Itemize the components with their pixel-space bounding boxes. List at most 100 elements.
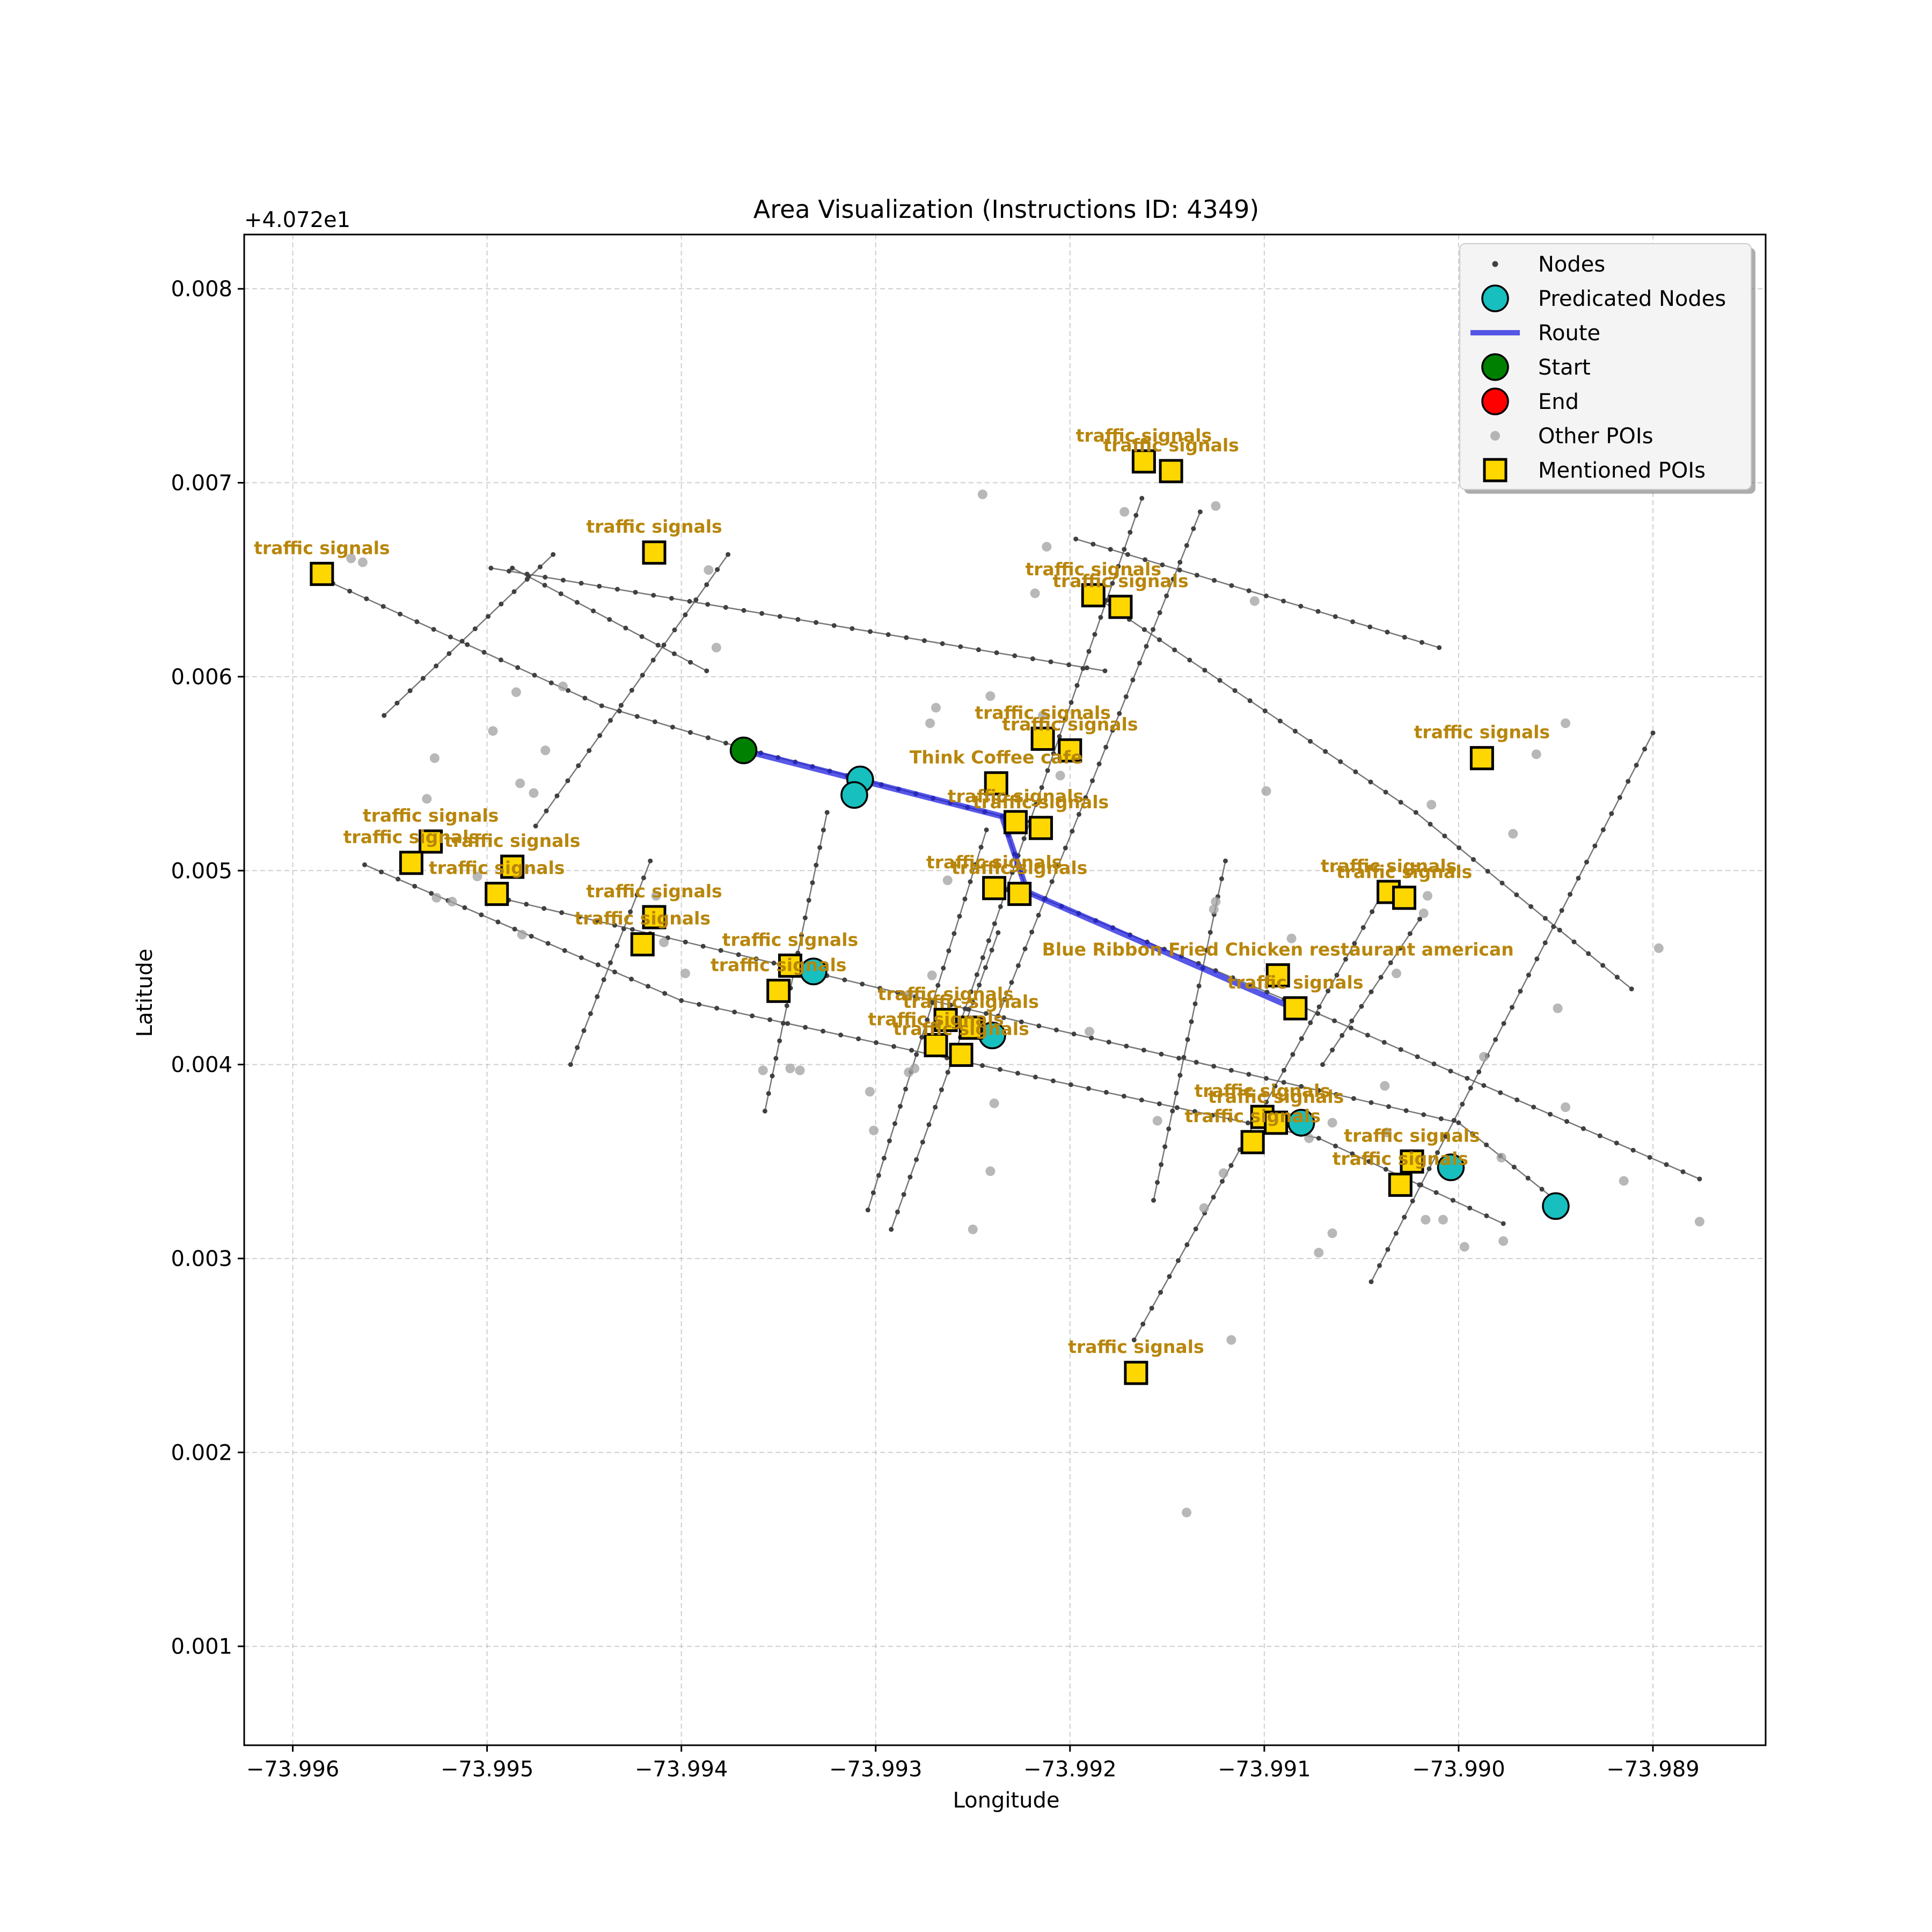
street-node xyxy=(1106,1040,1111,1045)
street-node xyxy=(762,1108,767,1114)
other-poi xyxy=(989,1098,999,1108)
start-marker xyxy=(729,736,758,764)
street-node xyxy=(1418,1182,1424,1188)
mentioned-poi xyxy=(1400,1149,1424,1174)
street-node xyxy=(1177,560,1183,565)
street-node xyxy=(537,564,543,569)
street-node xyxy=(601,977,606,983)
mentioned-poi xyxy=(1264,1110,1289,1135)
street-node xyxy=(976,647,981,653)
street-node xyxy=(1290,1052,1296,1057)
street-node xyxy=(1158,1290,1163,1295)
street-node xyxy=(429,891,434,896)
street-node xyxy=(874,1040,879,1045)
y-tick-label: 0.007 xyxy=(171,471,232,496)
mentioned-poi-label: traffic signals xyxy=(1227,972,1363,993)
other-poi xyxy=(985,1166,996,1176)
street-node xyxy=(767,1017,773,1022)
mentioned-poi xyxy=(1003,810,1028,835)
other-poi xyxy=(1694,1217,1704,1227)
street-node xyxy=(824,810,830,815)
other-poi xyxy=(558,681,568,691)
street-node xyxy=(582,696,588,701)
street-node xyxy=(495,919,501,925)
street-node xyxy=(946,948,952,954)
street-node xyxy=(577,914,582,919)
street-node xyxy=(1470,1131,1475,1137)
street-node xyxy=(1227,1116,1233,1122)
legend-entry: Other POIs xyxy=(1490,424,1653,449)
street-node xyxy=(1002,997,1007,1002)
mentioned-poi-label: traffic signals xyxy=(1336,861,1472,882)
street-node xyxy=(1281,1067,1286,1073)
street-node xyxy=(1185,1037,1190,1042)
street-node xyxy=(1036,1023,1042,1029)
street-node xyxy=(771,961,777,966)
street-node xyxy=(814,862,819,868)
street-node xyxy=(566,688,571,693)
street-node xyxy=(661,642,667,648)
street-node xyxy=(1089,1035,1094,1041)
mentioned-poi-label: traffic signals xyxy=(1321,855,1457,876)
street-node xyxy=(515,665,521,670)
street-node xyxy=(1066,662,1072,668)
street-node xyxy=(1352,941,1357,946)
mentioned-poi-label: traffic signals xyxy=(1026,559,1161,580)
other-poi xyxy=(540,745,551,756)
y-tick-label: 0.001 xyxy=(171,1635,232,1659)
x-tick-label: −73.995 xyxy=(441,1757,533,1782)
mentioned-poi-label: Blue Ribbon Fried Chicken restaurant ame… xyxy=(1042,939,1514,960)
street-node xyxy=(1334,1092,1339,1097)
street-node xyxy=(714,1006,720,1011)
street-node xyxy=(1397,946,1403,951)
street-node xyxy=(579,581,584,586)
y-offset-label: +4.072e1 xyxy=(244,208,350,232)
street-node xyxy=(1292,728,1298,734)
street-node xyxy=(1071,1031,1077,1037)
street-node xyxy=(1246,1072,1252,1077)
street-node xyxy=(1664,1162,1669,1167)
street-node xyxy=(1184,543,1189,548)
street-node xyxy=(628,976,634,982)
y-axis-ticks: 0.001 0.002 0.003 0.004 0.005 0.006 0.007 0.008 xyxy=(171,277,244,1659)
predicated-node xyxy=(1437,1153,1465,1181)
street-node xyxy=(1592,843,1598,848)
street-node xyxy=(957,913,962,919)
street-node xyxy=(1123,694,1129,699)
street-edge xyxy=(958,498,1143,1026)
other-poi xyxy=(869,1125,879,1136)
street-node xyxy=(1647,1155,1652,1160)
street-node xyxy=(1330,1048,1335,1053)
street-node xyxy=(671,651,677,656)
street-node xyxy=(1343,956,1348,962)
street-node xyxy=(591,608,596,613)
street-node xyxy=(933,1104,938,1110)
mentioned-poi-label: traffic signals xyxy=(926,852,1062,873)
street-node xyxy=(1340,1033,1345,1038)
mentioned-poi-label: traffic signals xyxy=(1002,714,1138,735)
street-node xyxy=(1316,1088,1321,1093)
street-node xyxy=(1381,1040,1387,1045)
street-node xyxy=(588,1011,593,1016)
other-poi xyxy=(1426,800,1437,810)
street-node xyxy=(1228,1163,1234,1168)
other-poi xyxy=(1249,596,1260,606)
mentioned-poi-label: traffic signals xyxy=(975,702,1110,723)
other-poi xyxy=(1152,1116,1162,1126)
street-node xyxy=(892,1121,897,1126)
street-node xyxy=(641,875,646,881)
street-node xyxy=(759,611,765,616)
mentioned-poi xyxy=(1388,1173,1413,1197)
other-poi xyxy=(785,1063,795,1073)
street-node xyxy=(1499,880,1505,885)
street-node xyxy=(511,589,517,594)
street-node xyxy=(639,634,645,639)
other-poi xyxy=(1030,588,1040,598)
mentioned-poi-label: traffic signals xyxy=(1195,1080,1330,1101)
street-node xyxy=(396,876,401,882)
other-poi xyxy=(429,753,440,763)
y-tick-label: 0.006 xyxy=(171,665,232,690)
street-node xyxy=(1350,1151,1355,1157)
